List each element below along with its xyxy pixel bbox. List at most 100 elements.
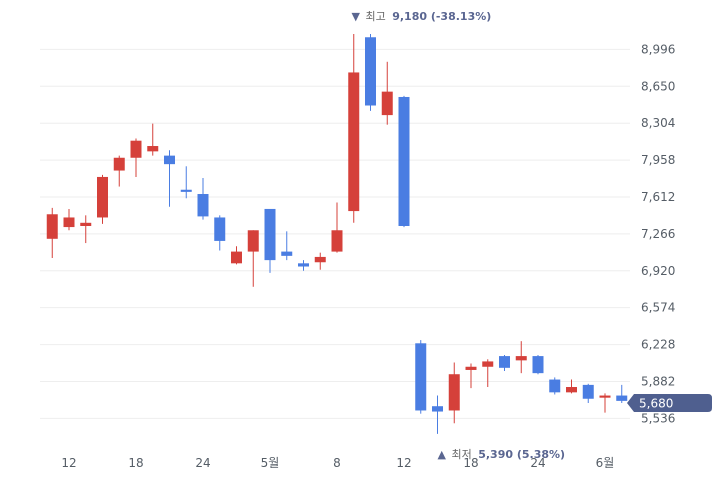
candle-body — [164, 155, 175, 165]
candle — [616, 384, 628, 404]
current-price-tag: 5,680 — [627, 394, 712, 413]
y-tick-label: 6,228 — [641, 338, 675, 352]
candle-body — [314, 256, 326, 263]
high-value: 9,180 (-38.13%) — [392, 10, 491, 23]
x-tick-label: 12 — [61, 456, 76, 470]
candle — [549, 377, 561, 395]
candle-body — [80, 222, 92, 226]
candle-body — [515, 356, 527, 361]
x-tick-label: 18 — [463, 456, 478, 470]
candle — [582, 383, 594, 404]
candle — [566, 379, 577, 394]
candle-body — [180, 189, 192, 192]
candle — [46, 207, 58, 258]
low-label: 최저 — [451, 448, 471, 461]
candle-body — [231, 251, 242, 264]
candle-body — [616, 395, 628, 401]
candle-body — [298, 263, 309, 267]
low-marker-icon: ▲ — [438, 448, 447, 461]
candle — [599, 393, 611, 413]
candle-body — [113, 157, 125, 171]
y-tick-label: 6,574 — [641, 301, 675, 315]
y-tick-label: 8,304 — [641, 116, 675, 130]
candle-body — [63, 217, 75, 228]
candle-body — [130, 140, 142, 158]
candle — [113, 155, 125, 187]
candle-body — [465, 366, 477, 370]
y-tick-label: 8,650 — [641, 79, 675, 93]
candle-body — [549, 379, 561, 393]
candle-body — [532, 356, 544, 374]
candle-body — [499, 356, 510, 368]
candle — [130, 138, 142, 177]
current-price-label: 5,680 — [639, 397, 673, 411]
high-annotation: ▼ 최고 9,180 (-38.13%) — [352, 10, 492, 23]
candle — [448, 362, 460, 424]
x-tick-label: 18 — [128, 456, 143, 470]
candle — [482, 359, 494, 388]
x-tick-label: 12 — [396, 456, 411, 470]
candle-body — [247, 230, 259, 252]
candle-body — [365, 37, 376, 106]
candle-body — [331, 230, 343, 252]
candle — [499, 355, 510, 372]
candle — [465, 363, 477, 389]
y-axis: 8,996 8,650 8,304 7,958 7,612 7,266 6,920 6,574… — [641, 42, 675, 425]
candle-body — [197, 194, 209, 217]
candle — [398, 95, 410, 228]
candle — [515, 341, 527, 374]
y-tick-label: 7,958 — [641, 153, 675, 167]
y-tick-label: 7,612 — [641, 190, 675, 204]
candle — [80, 215, 92, 244]
candle — [264, 208, 276, 273]
current-price-tag-shape — [627, 394, 712, 413]
candle — [180, 166, 192, 199]
candle — [298, 260, 309, 271]
candle — [247, 230, 259, 287]
candle — [97, 174, 108, 224]
y-tick-label: 5,882 — [641, 374, 675, 388]
y-tick-label: 6,920 — [641, 264, 675, 278]
candle-body — [432, 406, 443, 412]
low-value: 5,390 (5.38%) — [478, 448, 565, 461]
candle-body — [415, 343, 427, 411]
x-tick-label: 5월 — [261, 456, 280, 470]
candle-body — [264, 208, 276, 261]
candle-body — [97, 176, 108, 218]
candle-body — [46, 214, 58, 239]
x-tick-label: 24 — [195, 456, 210, 470]
x-axis: 12 18 24 5월 8 12 18 24 6월 — [61, 456, 614, 470]
candle-body — [448, 374, 460, 411]
candle-body — [398, 96, 410, 226]
candle-body — [281, 251, 293, 256]
x-tick-label: 8 — [333, 456, 341, 470]
candle-body — [582, 384, 594, 399]
candle — [281, 231, 293, 261]
low-annotation: ▲ 최저 5,390 (5.38%) — [438, 448, 566, 461]
candle-body — [381, 91, 393, 116]
y-tick-label: 5,536 — [641, 411, 675, 425]
candle — [197, 178, 209, 220]
candle — [331, 202, 343, 253]
candle-body — [599, 395, 611, 398]
candle-body — [482, 361, 494, 367]
candles — [46, 34, 628, 434]
high-marker-icon: ▼ — [352, 10, 361, 23]
y-tick-label: 7,266 — [641, 227, 675, 241]
candle-body — [348, 72, 360, 212]
candle — [214, 215, 226, 251]
candle-body — [566, 387, 577, 393]
high-label: 최고 — [365, 10, 385, 23]
candle — [348, 34, 360, 223]
x-tick-label: 24 — [530, 456, 545, 470]
candle — [415, 340, 427, 414]
candle — [63, 208, 75, 231]
candle-body — [147, 146, 159, 152]
candle — [164, 150, 175, 207]
candle — [147, 123, 159, 156]
candle — [381, 61, 393, 125]
candle — [532, 355, 544, 375]
candle — [365, 34, 376, 111]
